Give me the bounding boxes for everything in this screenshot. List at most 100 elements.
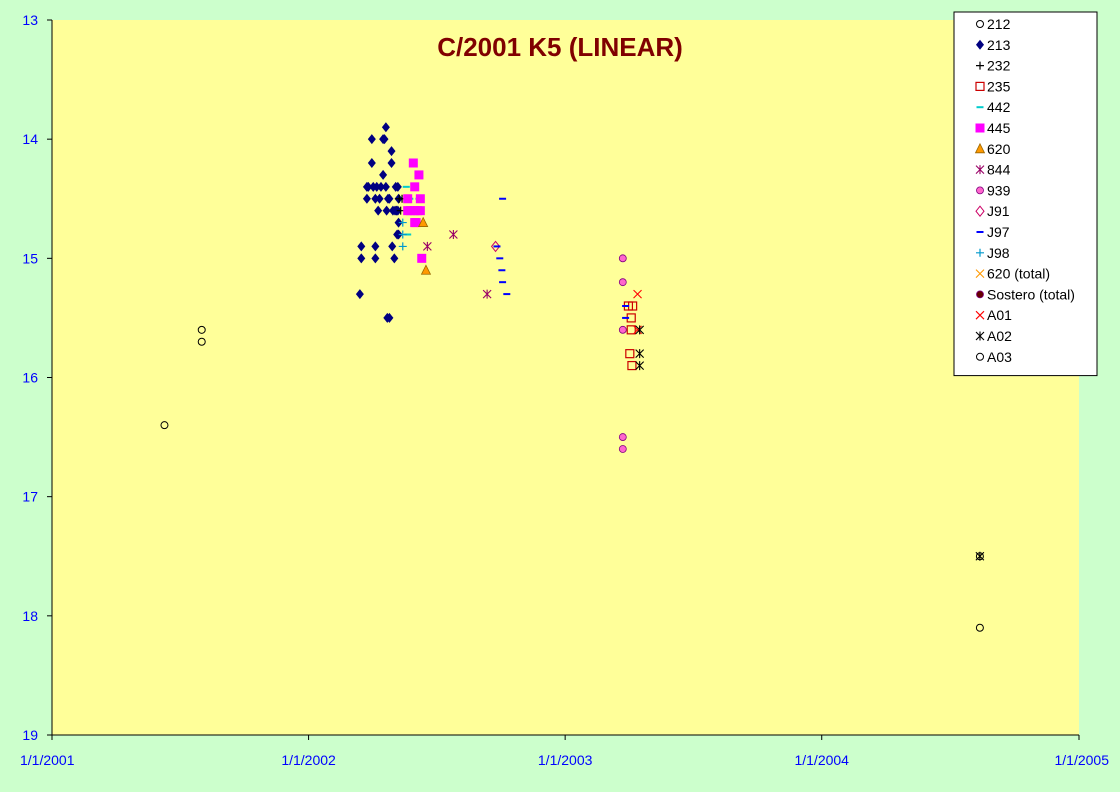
- legend: 212 213 232 235 442 445 620 844 939 J91 J97 J98 620 …: [953, 11, 1098, 377]
- series-620: [418, 216, 432, 275]
- legend-marker: [975, 269, 985, 278]
- data-point: [376, 181, 385, 192]
- legend-marker: [975, 205, 985, 218]
- data-point: [385, 312, 394, 323]
- data-point: [635, 361, 645, 371]
- data-point: [417, 253, 427, 263]
- y-axis-ticks: 13 14 15 16 17 18 19: [22, 12, 52, 743]
- y-tick-label: 14: [22, 131, 38, 147]
- legend-marker: [976, 248, 984, 257]
- series-213: [355, 122, 403, 323]
- data-point: [414, 170, 424, 180]
- data-point: [408, 158, 418, 168]
- legend-label: J91: [987, 203, 1010, 219]
- legend-marker: [976, 61, 984, 70]
- legend-label: 620 (total): [987, 266, 1050, 282]
- data-point: [357, 253, 366, 264]
- data-point: [418, 216, 429, 227]
- data-point: [490, 240, 501, 253]
- data-point: [375, 193, 384, 204]
- legend-label: 442: [987, 99, 1011, 115]
- data-point: [635, 349, 645, 359]
- legend-label: 212: [987, 16, 1011, 32]
- data-point: [394, 229, 403, 240]
- data-point: [633, 289, 642, 299]
- data-point: [387, 158, 396, 168]
- data-point: [398, 242, 407, 251]
- data-point: [975, 623, 984, 632]
- data-point: [482, 289, 492, 299]
- x-axis-ticks: 1/1/2001 1/1/2002 1/1/2003 1/1/2004 1/1/2005: [20, 735, 1109, 768]
- legend-marker: [975, 331, 985, 341]
- data-point: [403, 194, 413, 204]
- y-tick-label: 17: [22, 489, 38, 505]
- data-point: [367, 158, 376, 168]
- legend-box: [953, 11, 1098, 377]
- data-point: [381, 122, 390, 133]
- data-point: [362, 193, 371, 204]
- data-point: [371, 193, 380, 204]
- legend-marker: [975, 81, 985, 92]
- plot-area: [52, 20, 1079, 735]
- data-point: [371, 241, 380, 252]
- data-point: [420, 264, 432, 275]
- y-tick-label: 18: [22, 608, 38, 624]
- data-point: [372, 181, 381, 192]
- data-point: [415, 206, 425, 216]
- data-point: [393, 181, 402, 192]
- data-point: [618, 445, 627, 453]
- series-a03: [160, 325, 984, 632]
- data-point: [975, 552, 984, 561]
- data-point: [385, 193, 394, 204]
- data-point: [411, 218, 421, 228]
- series-j98: [398, 218, 407, 251]
- series-235: [623, 301, 638, 371]
- data-point: [364, 181, 373, 192]
- data-point: [382, 205, 391, 216]
- data-point: [410, 182, 420, 192]
- legend-marker: [976, 186, 984, 195]
- data-point: [197, 325, 206, 334]
- data-point: [388, 241, 397, 252]
- data-point: [381, 181, 390, 192]
- data-point: [367, 134, 376, 145]
- legend-marker: [976, 290, 984, 299]
- y-tick-label: 19: [22, 727, 38, 743]
- x-tick-label: 1/1/2001: [20, 752, 75, 768]
- data-point: [415, 194, 425, 204]
- data-point: [387, 146, 396, 157]
- y-tick-label: 15: [22, 250, 38, 266]
- data-point: [618, 254, 627, 263]
- legend-label: J98: [987, 245, 1010, 261]
- data-point: [618, 433, 627, 441]
- series-a01: [633, 289, 642, 335]
- series-j91: [490, 240, 501, 253]
- y-tick-label: 13: [22, 12, 38, 28]
- data-point: [371, 253, 380, 264]
- legend-label: 445: [987, 120, 1011, 136]
- legend-marker: [975, 165, 985, 175]
- legend-label: J97: [987, 224, 1010, 240]
- x-tick-label: 1/1/2002: [281, 752, 336, 768]
- data-point: [398, 218, 407, 227]
- data-point: [625, 349, 635, 359]
- legend-label: Sostero (total): [987, 286, 1075, 302]
- data-point: [635, 325, 645, 335]
- legend-label: 232: [987, 58, 1011, 74]
- data-point: [379, 169, 388, 180]
- legend-marker: [974, 142, 986, 154]
- legend-label: 939: [987, 182, 1011, 198]
- data-point: [633, 325, 642, 335]
- legend-marker: [975, 310, 985, 320]
- legend-label: A02: [987, 328, 1012, 344]
- series-844: [422, 230, 492, 299]
- data-point: [374, 205, 383, 216]
- x-tick-label: 1/1/2005: [1055, 752, 1110, 768]
- chart-title: C/2001 K5 (LINEAR): [437, 32, 683, 62]
- legend-label: 213: [987, 37, 1011, 53]
- legend-marker: [976, 20, 984, 28]
- legend-label: 844: [987, 162, 1011, 178]
- data-point: [618, 325, 627, 334]
